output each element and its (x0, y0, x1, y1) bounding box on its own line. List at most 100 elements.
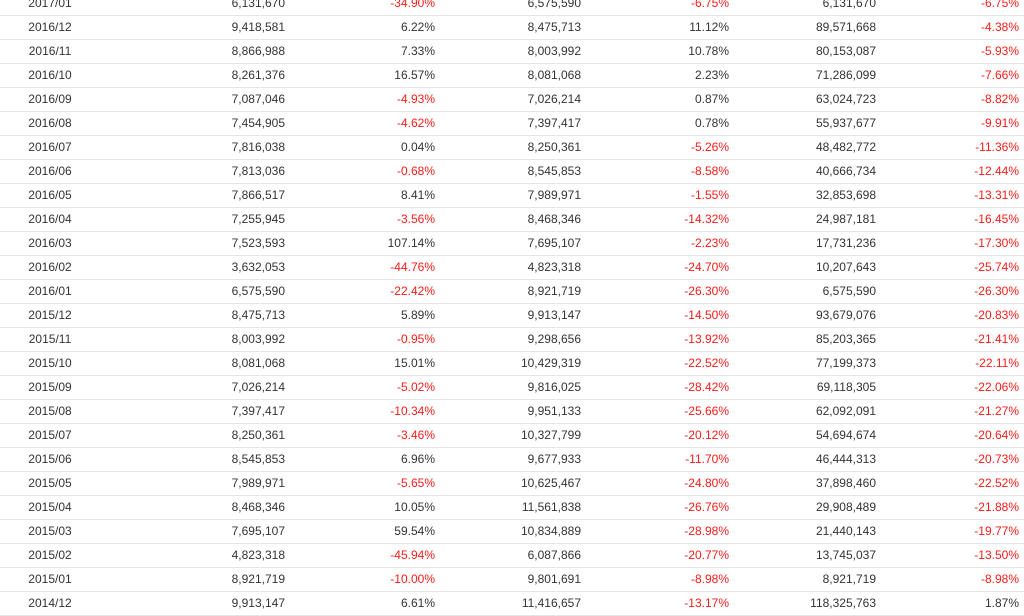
month-cell: 2016/02 (0, 255, 100, 280)
cumulative-value-cell: 89,571,668 (734, 15, 881, 40)
cumulative-value-cell: 6,131,670 (734, 0, 881, 16)
month-cell: 2017/01 (0, 0, 100, 16)
value-cell: 8,250,361 (100, 423, 290, 448)
month-cell: 2015/05 (0, 471, 100, 496)
prior-value-cell: 10,834,889 (440, 519, 586, 544)
cumulative-change-cell: -22.11% (881, 351, 1024, 376)
value-cell: 7,397,417 (100, 399, 290, 424)
month-cell: 2016/01 (0, 279, 100, 304)
cumulative-change-cell: -21.41% (881, 327, 1024, 352)
cumulative-change-cell: -22.06% (881, 375, 1024, 400)
cumulative-change-cell: -13.31% (881, 183, 1024, 208)
month-cell: 2015/10 (0, 351, 100, 376)
cumulative-change-cell: -25.74% (881, 255, 1024, 280)
table-row: 2016/06 7,813,036 -0.68% 8,545,853 -8.58% 40,… (0, 159, 1024, 184)
cumulative-value-cell: 48,482,772 (734, 135, 881, 160)
prior-change-cell: -13.92% (586, 327, 734, 352)
prior-value-cell: 8,250,361 (440, 135, 586, 160)
change-cell: -45.94% (290, 543, 440, 568)
change-cell: -3.56% (290, 207, 440, 232)
cumulative-value-cell: 63,024,723 (734, 87, 881, 112)
table-row: 2015/05 7,989,971 -5.65% 10,625,467 -24.80% 3… (0, 471, 1024, 496)
month-cell: 2015/02 (0, 543, 100, 568)
value-cell: 8,468,346 (100, 495, 290, 520)
month-cell: 2015/07 (0, 423, 100, 448)
cumulative-value-cell: 40,666,734 (734, 159, 881, 184)
prior-change-cell: 11.12% (586, 15, 734, 40)
change-cell: -4.62% (290, 111, 440, 136)
prior-value-cell: 6,087,866 (440, 543, 586, 568)
table-row: 2015/03 7,695,107 59.54% 10,834,889 -28.98% 2… (0, 519, 1024, 544)
cumulative-change-cell: -26.30% (881, 279, 1024, 304)
cumulative-value-cell: 6,575,590 (734, 279, 881, 304)
change-cell: 107.14% (290, 231, 440, 256)
value-cell: 7,026,214 (100, 375, 290, 400)
change-cell: 10.05% (290, 495, 440, 520)
cumulative-value-cell: 69,118,305 (734, 375, 881, 400)
table-row: 2015/02 4,823,318 -45.94% 6,087,866 -20.77% 1… (0, 543, 1024, 568)
prior-value-cell: 9,951,133 (440, 399, 586, 424)
value-cell: 7,866,517 (100, 183, 290, 208)
table-row: 2015/04 8,468,346 10.05% 11,561,838 -26.76% 2… (0, 495, 1024, 520)
cumulative-change-cell: -20.64% (881, 423, 1024, 448)
cumulative-value-cell: 21,440,143 (734, 519, 881, 544)
table-row: 2015/09 7,026,214 -5.02% 9,816,025 -28.42% 69… (0, 375, 1024, 400)
value-cell: 6,131,670 (100, 0, 290, 16)
table-row: 2016/11 8,866,988 7.33% 8,003,992 10.78% 80,1… (0, 39, 1024, 64)
prior-value-cell: 8,003,992 (440, 39, 586, 64)
prior-change-cell: 0.87% (586, 87, 734, 112)
prior-value-cell: 9,298,656 (440, 327, 586, 352)
change-cell: -0.68% (290, 159, 440, 184)
prior-change-cell: -20.77% (586, 543, 734, 568)
value-cell: 7,087,046 (100, 87, 290, 112)
cumulative-value-cell: 37,898,460 (734, 471, 881, 496)
table-row: 2015/06 8,545,853 6.96% 9,677,933 -11.70% 46,… (0, 447, 1024, 472)
change-cell: 59.54% (290, 519, 440, 544)
table-row: 2015/07 8,250,361 -3.46% 10,327,799 -20.12% 5… (0, 423, 1024, 448)
cumulative-change-cell: -12.44% (881, 159, 1024, 184)
month-cell: 2016/06 (0, 159, 100, 184)
table-row: 2016/03 7,523,593 107.14% 7,695,107 -2.23% 17… (0, 231, 1024, 256)
month-cell: 2015/08 (0, 399, 100, 424)
cumulative-change-cell: -5.93% (881, 39, 1024, 64)
cumulative-change-cell: -6.75% (881, 0, 1024, 16)
prior-value-cell: 8,468,346 (440, 207, 586, 232)
change-cell: 0.04% (290, 135, 440, 160)
cumulative-value-cell: 62,092,091 (734, 399, 881, 424)
prior-change-cell: -14.50% (586, 303, 734, 328)
table-row: 2015/12 8,475,713 5.89% 9,913,147 -14.50% 93,… (0, 303, 1024, 328)
table-row: 2016/07 7,816,038 0.04% 8,250,361 -5.26% 48,4… (0, 135, 1024, 160)
prior-value-cell: 9,913,147 (440, 303, 586, 328)
prior-value-cell: 10,625,467 (440, 471, 586, 496)
prior-change-cell: 2.23% (586, 63, 734, 88)
cumulative-value-cell: 17,731,236 (734, 231, 881, 256)
prior-value-cell: 8,081,068 (440, 63, 586, 88)
month-cell: 2015/04 (0, 495, 100, 520)
prior-value-cell: 10,327,799 (440, 423, 586, 448)
month-cell: 2015/06 (0, 447, 100, 472)
prior-change-cell: -5.26% (586, 135, 734, 160)
month-cell: 2016/12 (0, 15, 100, 40)
prior-change-cell: -8.58% (586, 159, 734, 184)
month-cell: 2015/03 (0, 519, 100, 544)
change-cell: -0.95% (290, 327, 440, 352)
prior-change-cell: -22.52% (586, 351, 734, 376)
value-cell: 7,255,945 (100, 207, 290, 232)
change-cell: -10.00% (290, 567, 440, 592)
prior-change-cell: -26.76% (586, 495, 734, 520)
table-row: 2016/10 8,261,376 16.57% 8,081,068 2.23% 71,2… (0, 63, 1024, 88)
prior-value-cell: 10,429,319 (440, 351, 586, 376)
cumulative-value-cell: 8,921,719 (734, 567, 881, 592)
month-cell: 2016/03 (0, 231, 100, 256)
prior-change-cell: -6.75% (586, 0, 734, 16)
prior-value-cell: 11,561,838 (440, 495, 586, 520)
cumulative-value-cell: 13,745,037 (734, 543, 881, 568)
cumulative-change-cell: -4.38% (881, 15, 1024, 40)
change-cell: -3.46% (290, 423, 440, 448)
month-cell: 2016/10 (0, 63, 100, 88)
prior-change-cell: -25.66% (586, 399, 734, 424)
prior-value-cell: 8,545,853 (440, 159, 586, 184)
table-row: 2016/08 7,454,905 -4.62% 7,397,417 0.78% 55,9… (0, 111, 1024, 136)
cumulative-value-cell: 54,694,674 (734, 423, 881, 448)
